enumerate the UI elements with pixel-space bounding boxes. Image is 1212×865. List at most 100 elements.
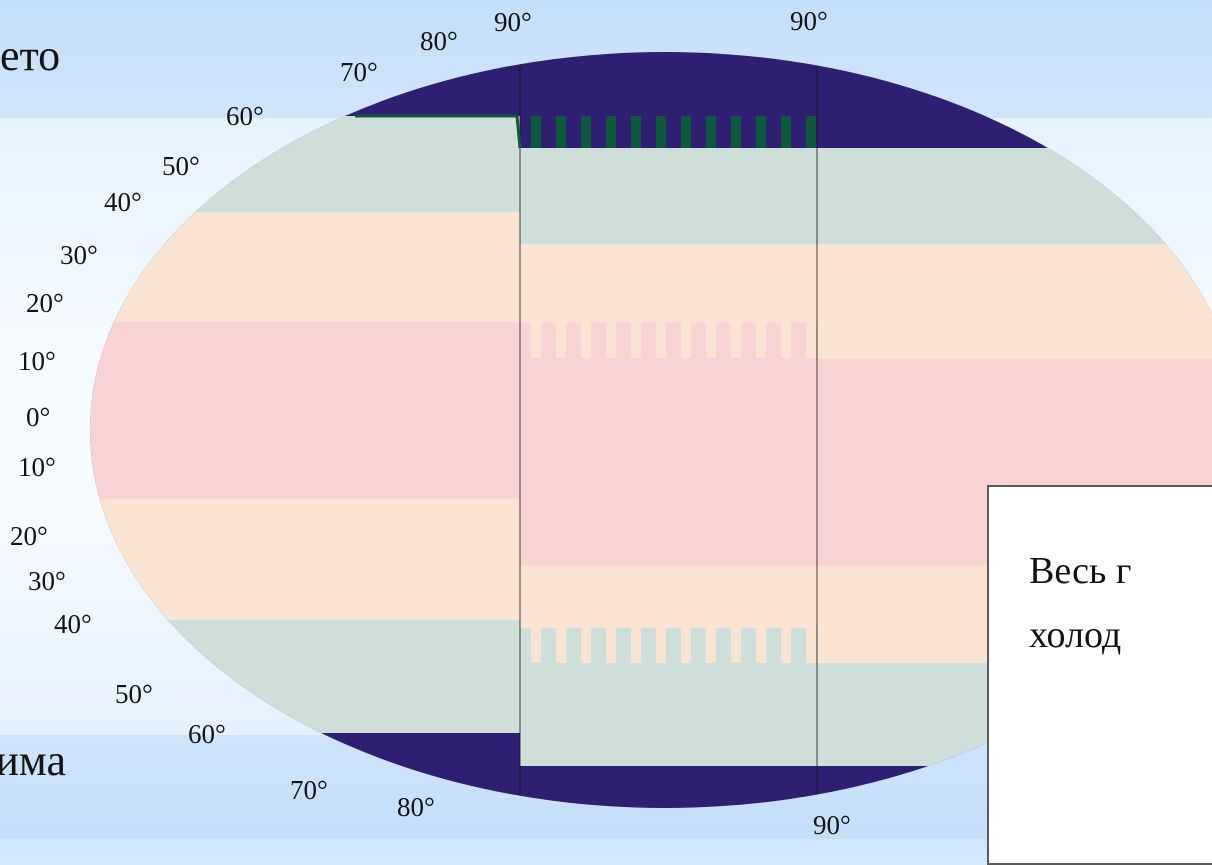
lat-label-90-top-left: 90° (494, 7, 532, 37)
stripe-subtropic-south (531, 628, 541, 663)
lat-label-40-south: 40° (54, 609, 92, 639)
mid-subtropic-south (520, 565, 817, 628)
lat-label-80-south: 80° (397, 792, 435, 822)
lat-label-40-north: 40° (104, 187, 142, 217)
stripe-temperate-north (781, 208, 791, 244)
stripe-polar-north (531, 116, 541, 148)
stripe-polar-north (781, 116, 791, 148)
stripe-tropic-south (781, 530, 791, 565)
left-subtropic-south (90, 499, 520, 620)
stripe-temperate-south (681, 730, 691, 766)
stripe-tropic-south (631, 530, 641, 565)
stripe-tropic-south (656, 530, 666, 565)
stripe-temperate-south (631, 730, 641, 766)
stripe-temperate-south (581, 730, 591, 766)
stripe-temperate-south (731, 730, 741, 766)
stripe-polar-north (706, 116, 716, 148)
stripe-subtropic-south (556, 628, 566, 663)
left-tropic (90, 322, 520, 499)
stripe-tropic-south (606, 530, 616, 565)
stripe-tropic-south (706, 530, 716, 565)
stripe-polar-north (581, 116, 591, 148)
stripe-subtropic-north (681, 322, 691, 358)
stripe-subtropic-north (606, 322, 616, 358)
lat-label-30-south: 30° (28, 566, 66, 596)
stripe-temperate-south (706, 730, 716, 766)
lat-label-30-north: 30° (60, 240, 98, 270)
season-label-summer: лето (0, 31, 61, 80)
lat-label-10-south: 10° (18, 452, 56, 482)
lat-label-20-north: 20° (26, 288, 64, 318)
mid-temperate-north (520, 148, 817, 244)
stripe-polar-north (656, 116, 666, 148)
stripe-temperate-south (756, 730, 766, 766)
stripe-subtropic-south (681, 628, 691, 663)
stripe-temperate-north (556, 208, 566, 244)
stripe-polar-north (606, 116, 616, 148)
right-temperate-north (817, 148, 1212, 244)
stripe-polar-north (756, 116, 766, 148)
stripe-polar-north (631, 116, 641, 148)
stripe-subtropic-north (731, 322, 741, 358)
stripe-subtropic-south (606, 628, 616, 663)
stripe-temperate-north (731, 208, 741, 244)
stripe-tropic-south (756, 530, 766, 565)
stripe-subtropic-south (806, 628, 816, 663)
stripe-subtropic-north (581, 322, 591, 358)
lat-label-50-north: 50° (162, 151, 200, 181)
stripe-tropic-south (731, 530, 741, 565)
stripe-subtropic-north (531, 322, 541, 358)
mid-subtropic-north (520, 244, 817, 323)
stripe-tropic-south (806, 530, 816, 565)
stripe-subtropic-north (781, 322, 791, 358)
stripe-temperate-south (656, 730, 666, 766)
stripe-temperate-north (631, 208, 641, 244)
stripe-tropic-south (681, 530, 691, 565)
lat-label-90-top-right: 90° (790, 6, 828, 36)
lat-label-50-south: 50° (115, 679, 153, 709)
mid-temperate-south (520, 628, 817, 766)
stripe-subtropic-north (706, 322, 716, 358)
stripe-subtropic-south (781, 628, 791, 663)
stripe-tropic-south (531, 530, 541, 565)
stripe-temperate-north (756, 208, 766, 244)
stripe-tropic-south (556, 530, 566, 565)
stripe-subtropic-north (756, 322, 766, 358)
stripe-subtropic-south (656, 628, 666, 663)
lat-label-0: 0° (26, 402, 51, 432)
stripe-temperate-north (681, 208, 691, 244)
lat-label-90-bottom: 90° (813, 810, 851, 840)
note-line-1: Весь г (1029, 550, 1132, 592)
stripe-subtropic-north (806, 322, 816, 358)
stripe-temperate-north (806, 208, 816, 244)
stripe-subtropic-south (756, 628, 766, 663)
stripe-polar-north (806, 116, 816, 148)
stripe-subtropic-south (631, 628, 641, 663)
stripe-subtropic-south (731, 628, 741, 663)
stripe-tropic-south (581, 530, 591, 565)
stripe-subtropic-north (556, 322, 566, 358)
stripe-temperate-south (531, 730, 541, 766)
transition-stripes (531, 116, 816, 766)
stripe-subtropic-north (631, 322, 641, 358)
stripe-temperate-north (531, 208, 541, 244)
stripe-temperate-north (606, 208, 616, 244)
note-line-2: холод (1029, 614, 1122, 656)
lat-label-60-south: 60° (188, 719, 226, 749)
lat-label-60-north: 60° (226, 101, 264, 131)
stripe-temperate-south (806, 730, 816, 766)
stripe-subtropic-south (706, 628, 716, 663)
stripe-subtropic-north (656, 322, 666, 358)
stripe-temperate-south (606, 730, 616, 766)
stripe-polar-north (681, 116, 691, 148)
front-north-step (515, 115, 522, 149)
stripe-temperate-north (581, 208, 591, 244)
stripe-subtropic-south (581, 628, 591, 663)
stripe-temperate-south (781, 730, 791, 766)
lat-label-70-north: 70° (340, 57, 378, 87)
right-subtropic-north (817, 244, 1212, 359)
stripe-temperate-north (706, 208, 716, 244)
mid-tropic (520, 323, 817, 565)
stripe-polar-north (731, 116, 741, 148)
season-label-winter: зима (0, 736, 66, 785)
